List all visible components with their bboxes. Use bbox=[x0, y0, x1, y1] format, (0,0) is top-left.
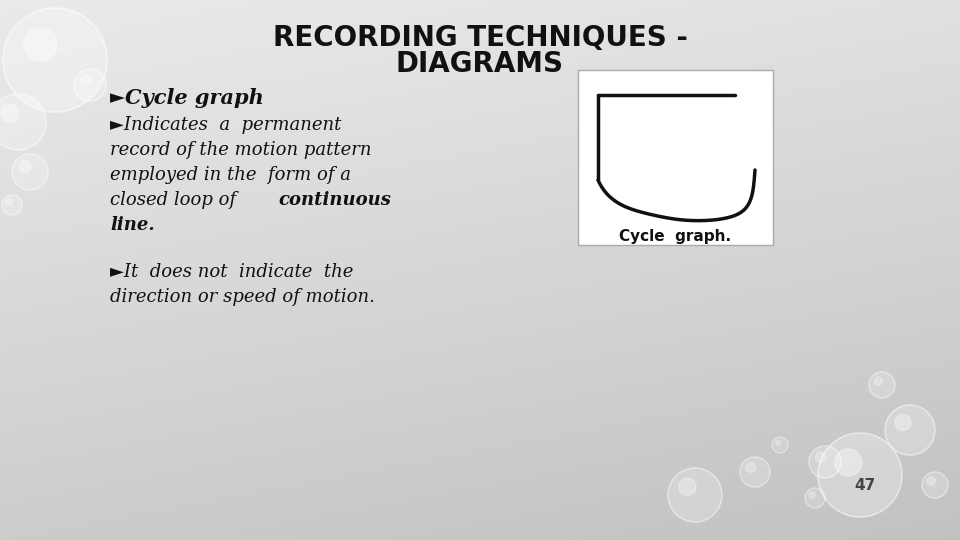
Text: ►It  does not  indicate  the: ►It does not indicate the bbox=[110, 263, 353, 281]
Circle shape bbox=[809, 492, 815, 498]
Circle shape bbox=[746, 463, 756, 472]
Text: direction or speed of motion.: direction or speed of motion. bbox=[110, 288, 374, 306]
Text: DIAGRAMS: DIAGRAMS bbox=[396, 50, 564, 78]
Circle shape bbox=[19, 161, 31, 172]
Circle shape bbox=[818, 433, 902, 517]
Circle shape bbox=[835, 449, 862, 476]
Circle shape bbox=[740, 457, 770, 487]
Text: ►: ► bbox=[110, 89, 125, 107]
Text: record of the motion pattern: record of the motion pattern bbox=[110, 141, 372, 159]
Circle shape bbox=[927, 477, 935, 485]
Circle shape bbox=[772, 437, 788, 453]
Text: 47: 47 bbox=[854, 477, 876, 492]
Text: Cycle  graph.: Cycle graph. bbox=[619, 230, 732, 245]
Circle shape bbox=[895, 415, 911, 430]
Circle shape bbox=[776, 440, 780, 445]
Circle shape bbox=[12, 154, 48, 190]
Circle shape bbox=[885, 405, 935, 455]
Circle shape bbox=[805, 488, 825, 508]
Circle shape bbox=[815, 452, 826, 462]
Circle shape bbox=[679, 478, 696, 496]
Circle shape bbox=[668, 468, 722, 522]
Text: closed loop of: closed loop of bbox=[110, 191, 242, 209]
Circle shape bbox=[0, 94, 46, 150]
Circle shape bbox=[24, 28, 57, 61]
Text: line.: line. bbox=[110, 216, 155, 234]
Circle shape bbox=[1, 105, 19, 123]
FancyBboxPatch shape bbox=[578, 70, 773, 245]
Circle shape bbox=[81, 75, 90, 85]
Circle shape bbox=[875, 377, 882, 385]
Circle shape bbox=[2, 195, 22, 215]
Text: continuous: continuous bbox=[278, 191, 391, 209]
Circle shape bbox=[3, 8, 107, 112]
Text: employed in the  form of a: employed in the form of a bbox=[110, 166, 351, 184]
Text: RECORDING TECHNIQUES -: RECORDING TECHNIQUES - bbox=[273, 24, 687, 52]
Circle shape bbox=[922, 472, 948, 498]
Text: Cycle graph: Cycle graph bbox=[125, 88, 264, 108]
Circle shape bbox=[869, 372, 895, 398]
Text: ►Indicates  a  permanent: ►Indicates a permanent bbox=[110, 116, 342, 134]
Circle shape bbox=[6, 199, 12, 205]
Circle shape bbox=[74, 69, 106, 101]
Circle shape bbox=[809, 446, 841, 478]
